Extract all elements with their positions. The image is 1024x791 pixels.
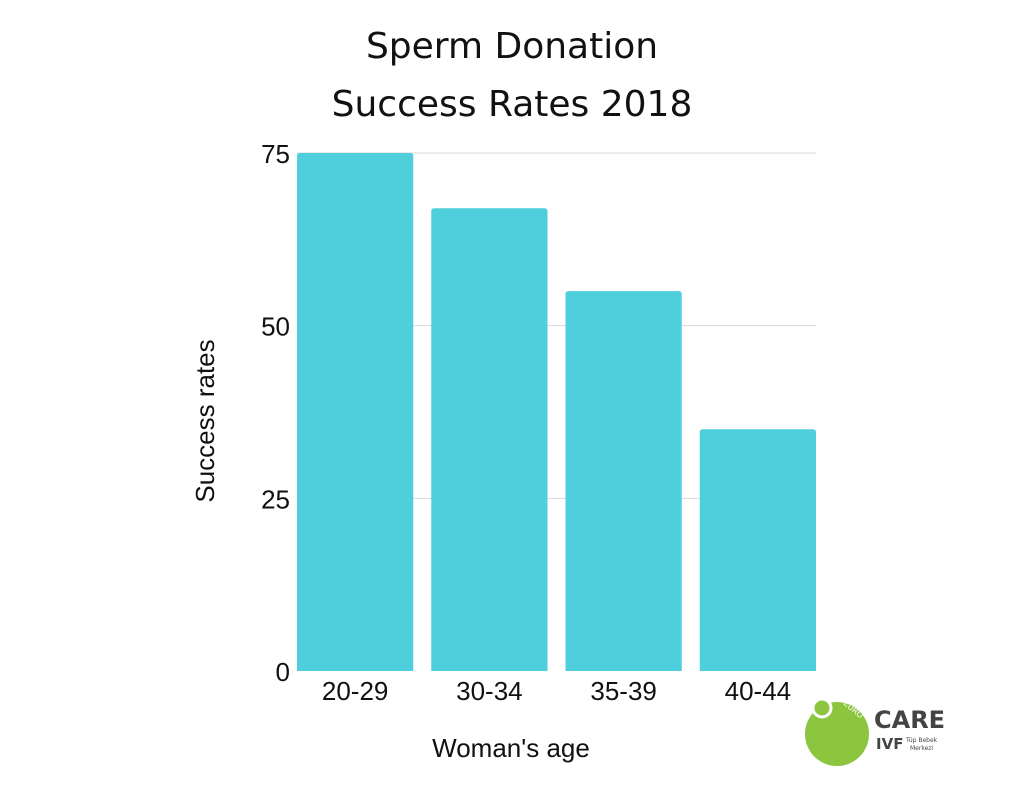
y-tick-label: 0	[276, 657, 290, 687]
y-tick-label: 50	[261, 312, 290, 342]
chart-title-line1: Sperm Donation	[365, 26, 659, 67]
bar-35-39	[565, 291, 682, 671]
x-tick-label: 20-29	[322, 676, 389, 706]
bar-30-34	[431, 208, 548, 671]
chart-title-line2: Success Rates 2018	[331, 84, 693, 125]
x-tick-label: 30-34	[456, 676, 523, 706]
x-axis-label: Woman's age	[432, 733, 590, 763]
y-tick-label: 75	[261, 139, 290, 169]
logo-ivf: IVF	[876, 735, 904, 753]
x-tick-label: 40-44	[725, 676, 792, 706]
bar-40-44	[699, 429, 816, 671]
y-axis-label: Success rates	[190, 339, 220, 502]
x-tick-label: 35-39	[590, 676, 657, 706]
logo-sub2: Merkezi	[910, 745, 934, 752]
bar-20-29	[297, 153, 414, 671]
logo-sub1: Tüp Bebek	[906, 737, 938, 744]
y-tick-label: 25	[261, 484, 290, 514]
logo-care: CARE	[874, 706, 946, 734]
